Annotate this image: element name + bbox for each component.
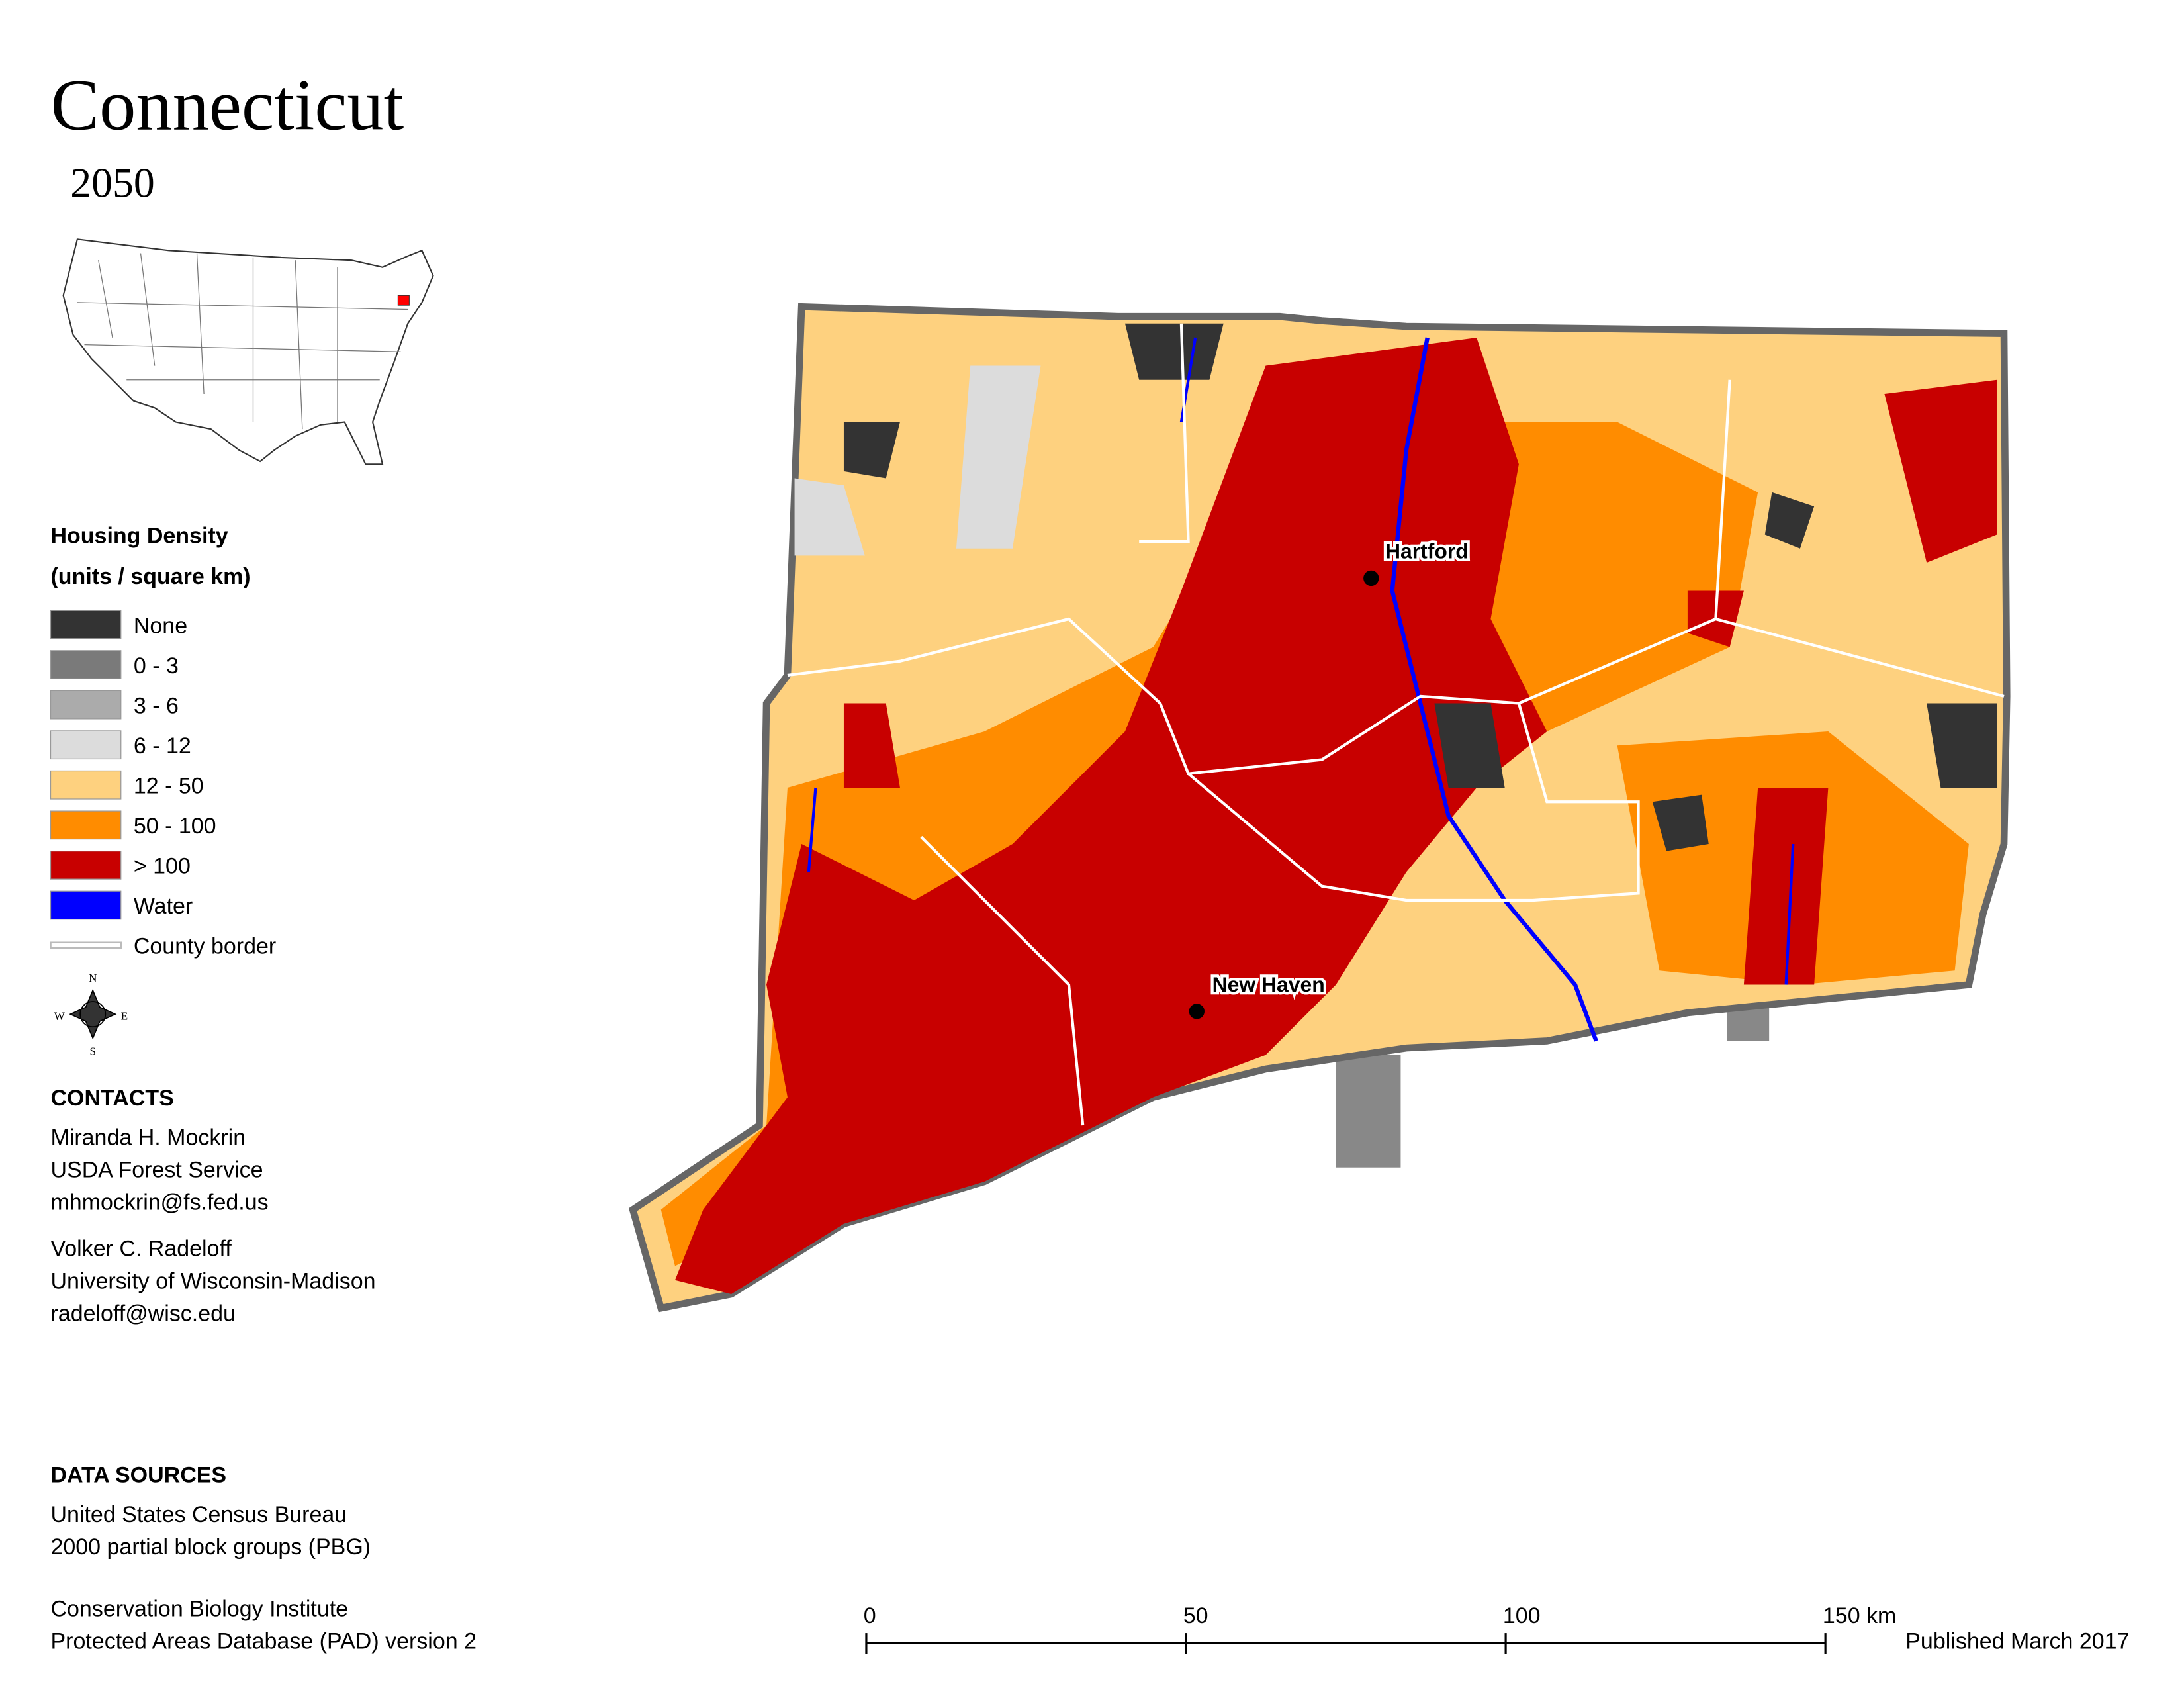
scale-bar: 0 50 100 150 km [864, 1603, 1896, 1654]
urban-red [674, 338, 1547, 1294]
contact-line: USDA Forest Service [50, 1158, 263, 1183]
scale-label: 50 [1183, 1603, 1208, 1628]
river [1390, 337, 1598, 1042]
legend-label: 6 - 12 [134, 733, 191, 759]
legend-swatch [50, 730, 122, 760]
published-note: Published March 2017 [1905, 1628, 2129, 1654]
contact-line: University of Wisconsin-Madison [50, 1268, 375, 1293]
legend-label: None [134, 613, 187, 638]
city-marker [1363, 570, 1379, 586]
state-map [629, 303, 2011, 1313]
city-marker [1189, 1004, 1205, 1019]
legend-swatch [50, 890, 122, 920]
map-title: Connecticut [50, 65, 404, 146]
contact-line: radeloff@wisc.edu [50, 1301, 235, 1326]
legend-label: 3 - 6 [134, 693, 179, 718]
legend-title: (units / square km) [50, 564, 250, 589]
compass-letter: W [54, 1010, 65, 1023]
legend-label: 0 - 3 [134, 653, 179, 679]
legend-line [50, 941, 122, 949]
island [1336, 1055, 1401, 1168]
legend-label: County border [134, 934, 276, 959]
low-density [794, 365, 1041, 556]
contact-line: Volker C. Radeloff [50, 1237, 232, 1262]
source-line: Conservation Biology Institute [50, 1597, 348, 1622]
sources-heading: DATA SOURCES [50, 1463, 226, 1488]
compass [69, 988, 117, 1040]
inset-map [62, 238, 434, 465]
county-borders [787, 323, 2005, 1126]
scale-label: 100 [1503, 1603, 1541, 1628]
legend-label: 50 - 100 [134, 814, 216, 839]
city-label: Hartford [1385, 539, 1469, 563]
city-label: New Haven [1212, 972, 1325, 996]
compass-letter: N [89, 972, 97, 984]
contacts-heading: CONTACTS [50, 1086, 173, 1111]
legend-swatch [50, 850, 122, 880]
contact-line: Miranda H. Mockrin [50, 1125, 246, 1150]
legend-label: > 100 [134, 854, 191, 879]
legend-swatch [50, 690, 122, 720]
legend-swatch [50, 770, 122, 800]
map-subtitle: 2050 [70, 160, 154, 207]
source-line: United States Census Bureau [50, 1502, 347, 1527]
scale-label: 0 [864, 1603, 876, 1628]
legend-swatch [50, 650, 122, 679]
legend-swatch [50, 610, 122, 639]
scale-label: 150 km [1823, 1603, 1896, 1628]
source-line: Protected Areas Database (PAD) version 2 [50, 1628, 477, 1654]
legend-title: Housing Density [50, 523, 228, 548]
contact-line: mhmockrin@fs.fed.us [50, 1190, 268, 1215]
legend-label: 12 - 50 [134, 774, 204, 799]
source-line: 2000 partial block groups (PBG) [50, 1534, 371, 1560]
compass-letter: E [121, 1010, 128, 1023]
legend-label: Water [134, 894, 193, 919]
legend-swatch [50, 810, 122, 840]
compass-letter: S [90, 1045, 96, 1058]
